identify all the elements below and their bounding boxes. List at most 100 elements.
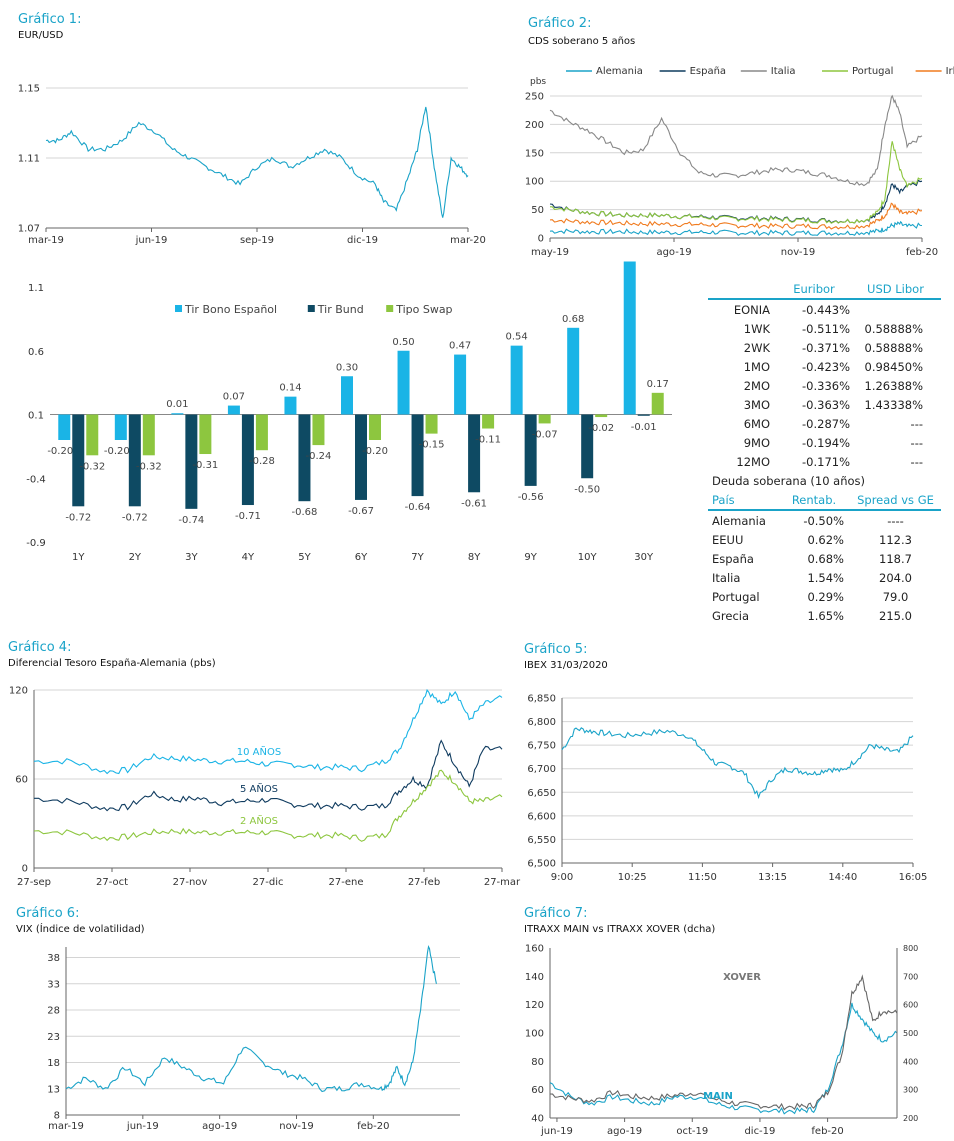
libor-value: 1.43338% [864, 397, 923, 412]
g7-ytick-label: 40 [531, 1114, 544, 1125]
g2-legend-label: Alemania [596, 66, 643, 77]
g5-ytick-label: 6,600 [527, 811, 556, 822]
g3-legend-label: Tipo Swap [395, 303, 452, 316]
g5-xtick-label: 16:05 [899, 872, 928, 883]
g5-xtick-label: 9:00 [551, 872, 573, 883]
sovereign-row: Grecia 1.65% 215.0 [708, 606, 941, 625]
g3-category-label: 7Y [411, 552, 424, 563]
sovereign-row: España 0.68% 118.7 [708, 549, 941, 568]
g2-ytick-label: 250 [525, 92, 544, 103]
g5-ytick-label: 6,550 [527, 835, 556, 846]
g3-data-label: 0.17 [647, 379, 669, 390]
g7-y2tick-label: 200 [903, 1114, 918, 1123]
g3-data-label: -0.67 [348, 506, 374, 517]
g2-series-line-italia [549, 94, 923, 187]
g2-ytick-label: 100 [525, 177, 544, 188]
rate-tenor: EONIA [733, 302, 770, 317]
spread-value: 118.7 [879, 551, 912, 566]
rate-tenor: 6MO [743, 416, 770, 431]
g3-category-label: 6Y [355, 552, 368, 563]
g3-data-label: -0.32 [136, 461, 162, 472]
sov-header-yield: Rentab. [778, 490, 850, 511]
g6-xtick-label: mar-19 [48, 1121, 84, 1132]
rate-tenor: 12MO [736, 454, 770, 469]
g3-category-label: 2Y [129, 552, 142, 563]
g3-data-label: -0.68 [292, 507, 318, 518]
g3-legend-swatch [175, 305, 182, 312]
g3-ytick-label: -0.9 [26, 538, 46, 549]
g3-category-label: 4Y [242, 552, 255, 563]
g2-ytick-label: 150 [525, 148, 544, 159]
g3-bar-tir-bono-espa-ol [171, 413, 184, 415]
spread-value: 204.0 [879, 570, 912, 585]
g3-data-label: -0.32 [79, 461, 105, 472]
sovereign-section-title: Deuda soberana (10 años) [712, 473, 866, 488]
g2-subtitle: CDS soberano 5 años [528, 36, 636, 47]
g1-subtitle: EUR/USD [18, 30, 64, 41]
g4-title: Gráfico 4: [8, 640, 72, 655]
g3-bar-tipo-swap [199, 414, 212, 455]
g7-ytick-label: 120 [525, 1000, 544, 1011]
g3-bar-tir-bono-espa-ol [454, 354, 467, 415]
g6-ytick-label: 13 [47, 1084, 60, 1095]
g7-y2tick-label: 400 [903, 1057, 918, 1066]
g6-xtick-label: ago-19 [202, 1121, 237, 1132]
g3-data-label: -0.50 [574, 484, 600, 495]
g7-series-line-xover [549, 974, 898, 1111]
g2-ylabel: pbs [530, 77, 546, 87]
rate-tenor: 2WK [743, 340, 770, 355]
g7-y2tick-label: 800 [903, 944, 918, 953]
g2-xtick-label: nov-19 [781, 247, 815, 258]
euribor-value: -0.423% [802, 359, 850, 374]
g7-ytick-label: 160 [525, 944, 544, 955]
g3-bar-tipo-swap [425, 414, 438, 434]
g5-ytick-label: 6,850 [527, 694, 556, 705]
g3-bar-tipo-swap [142, 414, 155, 456]
rates-row: 1WK -0.511% 0.58888% [708, 319, 941, 338]
g3-data-label: -0.28 [249, 456, 275, 467]
g3-ytick-label: 1.1 [28, 283, 44, 294]
g3-category-label: 5Y [298, 552, 311, 563]
sovereign-row: EEUU 0.62% 112.3 [708, 530, 941, 549]
g1-xtick-label: sep-19 [240, 235, 274, 246]
g3-bar-tipo-swap [369, 414, 381, 440]
rates-row: 6MO -0.287% --- [708, 414, 941, 433]
rate-tenor: 1MO [743, 359, 770, 374]
g5-ytick-label: 6,750 [527, 741, 556, 752]
g4-series-label-5: 5 AÑOS [240, 782, 278, 795]
g2-xtick-label: feb-20 [906, 247, 938, 258]
g4-xtick-label: 27-sep [17, 877, 51, 888]
g4-ytick-label: 60 [15, 775, 28, 786]
g3-bar-tir-bund [524, 414, 537, 486]
g3-bar-tir-bono-espa-ol [58, 414, 71, 440]
g3-bar-tipo-swap [651, 392, 664, 415]
euribor-value: -0.287% [802, 416, 850, 431]
g1-xtick-label: jun-19 [135, 235, 168, 246]
g3-data-label: -0.72 [65, 512, 91, 523]
g5-ytick-label: 6,700 [527, 764, 556, 775]
libor-value: 0.58888% [864, 340, 923, 355]
libor-value: 0.98450% [864, 359, 923, 374]
g6-ytick-label: 18 [47, 1058, 60, 1069]
sovereign-row: Alemania -0.50% ---- [708, 510, 941, 530]
g6-xtick-label: feb-20 [357, 1121, 389, 1132]
g7-y2tick-label: 700 [903, 972, 918, 981]
g3-ytick-label: 0.6 [28, 347, 44, 358]
g6-xtick-label: nov-19 [279, 1121, 313, 1132]
g3-bar-tir-bund [355, 414, 367, 500]
g5-xtick-label: 14:40 [828, 872, 857, 883]
yield-value: 1.65% [807, 608, 844, 623]
g3-bar-tir-bund [637, 414, 650, 416]
g4-ytick-label: 0 [22, 864, 28, 875]
g3-data-label: -0.11 [475, 435, 501, 446]
g2-xtick-label: may-19 [531, 247, 569, 258]
g3-bar-tir-bund [128, 414, 141, 507]
g2-series-line-alemania [549, 220, 923, 237]
g3-data-label: 0.07 [223, 392, 245, 403]
g3-bar-tir-bono-espa-ol [341, 376, 353, 415]
g6-xtick-label: jun-19 [126, 1121, 159, 1132]
g3-data-label: -0.61 [461, 498, 487, 509]
g5-title: Gráfico 5: [524, 642, 588, 657]
g4-xtick-label: 27-nov [173, 877, 208, 888]
g3-bar-tir-bono-espa-ol [227, 405, 240, 415]
